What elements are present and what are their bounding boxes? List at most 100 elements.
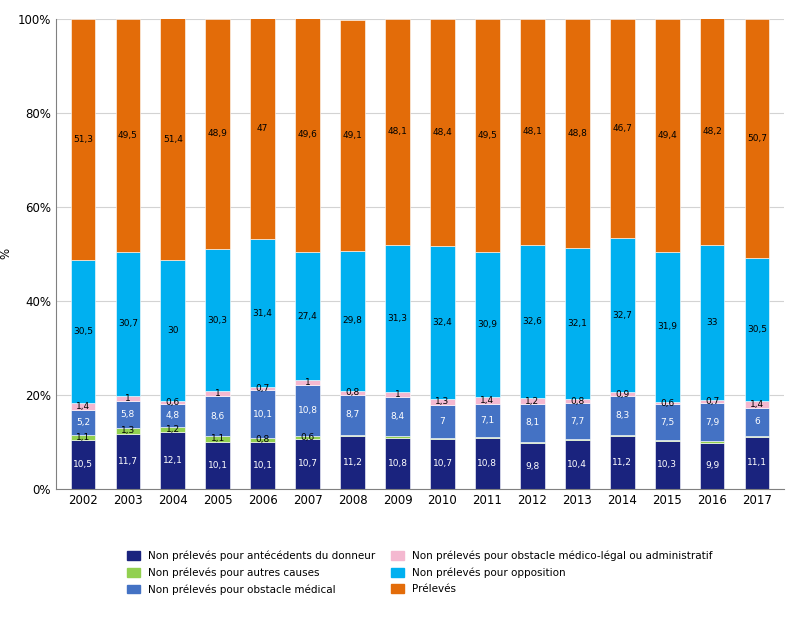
Text: 7,1: 7,1 [480,416,494,425]
Text: 46,7: 46,7 [612,124,632,133]
Text: 49,6: 49,6 [298,130,318,139]
Text: 30,7: 30,7 [118,319,138,329]
Bar [161,432,185,489]
Bar [475,19,500,252]
Bar [610,393,634,396]
Bar [700,441,725,443]
Bar [520,19,545,245]
Text: 31,3: 31,3 [387,314,407,323]
Text: 49,5: 49,5 [118,130,138,140]
Text: 11,2: 11,2 [342,458,362,467]
Bar [70,410,95,435]
Bar [70,440,95,489]
Text: 1,4: 1,4 [76,403,90,411]
Text: 50,7: 50,7 [747,134,767,143]
Bar [161,404,185,426]
Bar [610,396,634,436]
Bar [70,435,95,440]
Bar [206,249,230,391]
Text: 8,3: 8,3 [615,411,630,421]
Text: 27,4: 27,4 [298,312,318,320]
Text: 1,4: 1,4 [480,396,494,405]
Bar [430,19,455,246]
Text: 11,2: 11,2 [612,458,632,467]
Bar [295,436,320,439]
Text: 1: 1 [394,390,401,399]
Text: 5,2: 5,2 [76,418,90,427]
Text: 48,2: 48,2 [702,127,722,136]
Bar [430,439,455,489]
Text: 30,5: 30,5 [747,325,767,334]
Text: 48,1: 48,1 [387,127,407,137]
Text: 31,9: 31,9 [657,322,677,331]
Text: 8,4: 8,4 [390,412,405,421]
Text: 10,1: 10,1 [253,409,273,419]
Bar [385,436,410,438]
Bar [655,19,679,251]
Bar [206,441,230,489]
Bar [250,387,275,390]
Text: 0,7: 0,7 [255,384,270,393]
Bar [565,399,590,403]
Text: 8,6: 8,6 [210,412,225,421]
Text: 31,4: 31,4 [253,308,273,318]
Text: 0,6: 0,6 [301,433,314,442]
Bar [745,19,770,258]
Text: 10,8: 10,8 [478,459,498,468]
Text: 8,1: 8,1 [526,418,539,428]
Bar [340,251,365,391]
Text: 1: 1 [125,394,130,403]
Bar [565,440,590,489]
Text: 0,8: 0,8 [346,388,360,397]
Bar [430,399,455,405]
Text: 1: 1 [305,378,310,387]
Bar [250,390,275,438]
Text: 1,2: 1,2 [166,425,180,434]
Text: 12,1: 12,1 [163,456,182,465]
Text: 6: 6 [754,418,760,426]
Text: 10,7: 10,7 [298,460,318,468]
Text: 49,5: 49,5 [478,131,498,140]
Bar [340,436,365,489]
Bar [610,238,634,393]
Bar [340,391,365,394]
Bar [475,404,500,438]
Bar [115,251,140,396]
Bar [430,438,455,439]
Bar [295,439,320,489]
Bar [385,245,410,393]
Bar [385,397,410,436]
Bar [520,245,545,398]
Bar [295,381,320,385]
Bar [700,400,725,404]
Text: 7,5: 7,5 [660,418,674,426]
Text: 10,8: 10,8 [387,459,407,468]
Bar [475,252,500,398]
Legend: Non prélevés pour antécédents du donneur, Non prélevés pour autres causes, Non p: Non prélevés pour antécédents du donneur… [127,551,713,594]
Bar [206,391,230,396]
Text: 7,7: 7,7 [570,416,585,426]
Text: 7,9: 7,9 [705,418,719,426]
Text: 10,1: 10,1 [208,461,228,470]
Text: 1,3: 1,3 [435,398,450,406]
Text: 10,4: 10,4 [567,460,587,469]
Bar [655,404,679,440]
Bar [115,434,140,489]
Text: 48,8: 48,8 [567,129,587,138]
Text: 0,6: 0,6 [166,398,180,407]
Bar [161,260,185,401]
Text: 0,6: 0,6 [660,399,674,408]
Bar [385,393,410,397]
Text: 32,7: 32,7 [612,311,632,320]
Bar [475,398,500,404]
Bar [295,385,320,436]
Bar [161,426,185,432]
Y-axis label: %: % [0,248,12,260]
Bar [250,240,275,387]
Bar [655,440,679,441]
Text: 1,3: 1,3 [121,426,135,436]
Bar [745,258,770,401]
Bar [115,428,140,434]
Text: 49,1: 49,1 [342,130,362,140]
Bar [655,402,679,404]
